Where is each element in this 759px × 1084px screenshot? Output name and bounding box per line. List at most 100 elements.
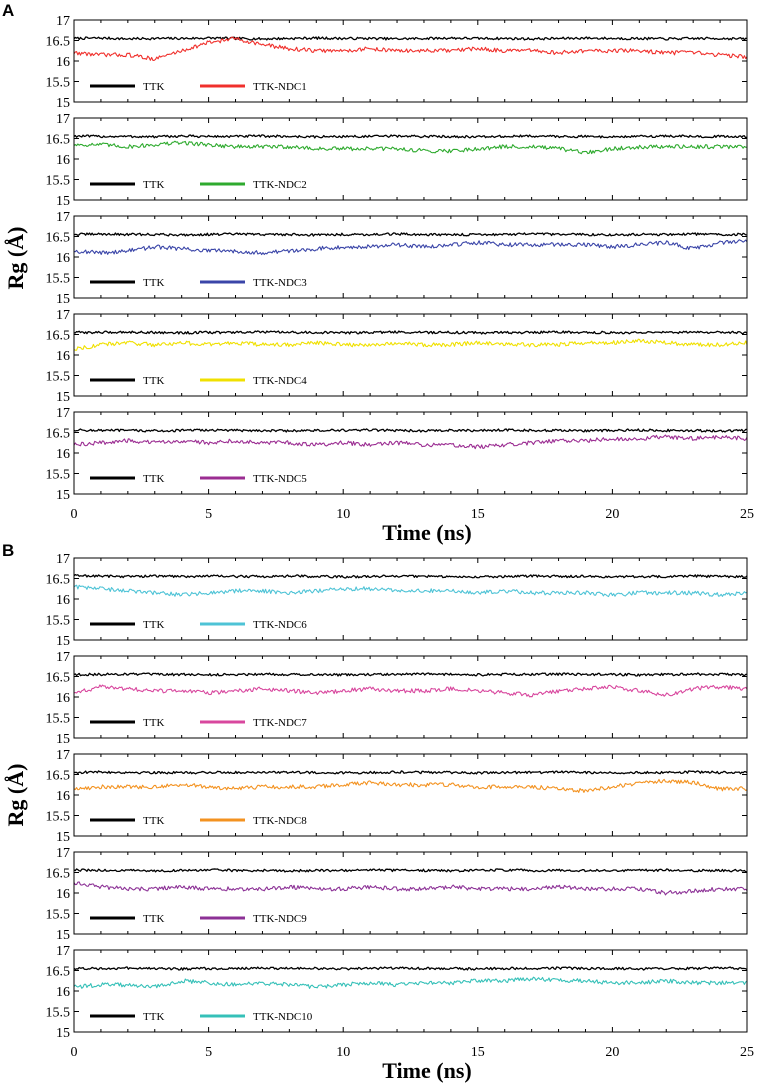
y-tick-label: 15 (56, 194, 70, 209)
y-tick-label: 17 (56, 210, 70, 225)
y-tick-label: 16.5 (46, 671, 71, 686)
legend-label-ttk: TTK (143, 179, 164, 191)
series-line-ttk (73, 574, 748, 579)
subplots: 15 15.5 16 16.5 17 TTK TTK-NDC1 15 15.5 16 16.5 17 T… (46, 14, 748, 1041)
y-tick-label: 17 (56, 14, 70, 29)
series-line-ttk (73, 428, 748, 433)
y-tick-label: 15.5 (46, 76, 71, 91)
x-tick-label-b-20: 20 (605, 1045, 619, 1060)
legend-label-ttk-ndc9: TTK-NDC9 (253, 913, 307, 925)
y-tick-label: 17 (56, 552, 70, 567)
y-axis-title-a: Rg (Å) (3, 227, 28, 290)
y-tick-label: 17 (56, 944, 70, 959)
y-tick-label: 15.5 (46, 1006, 71, 1021)
legend-label-ttk: TTK (143, 815, 164, 827)
legend-label-ttk-ndc7: TTK-NDC7 (253, 717, 307, 729)
series-line-ttk (73, 330, 748, 335)
legend-label-ttk: TTK (143, 1011, 164, 1023)
x-tick-label-b-10: 10 (336, 1045, 350, 1060)
y-tick-label: 16 (56, 985, 70, 1000)
legend-label-ttk-ndc6: TTK-NDC6 (253, 619, 307, 631)
x-tick-label-a-0: 0 (71, 507, 78, 522)
legend-label-ttk-ndc8: TTK-NDC8 (253, 815, 307, 827)
y-tick-label: 16.5 (46, 231, 71, 246)
subplot-7: 15 15.5 16 16.5 17 TTK TTK-NDC7 (46, 650, 748, 747)
x-tick-label-b-5: 5 (205, 1045, 212, 1060)
series-line-ttk-ndc9 (73, 881, 748, 896)
x-tick-label-a-5: 5 (205, 507, 212, 522)
y-tick-label: 16 (56, 789, 70, 804)
x-tick-labels-a: 0 5 10 15 20 25 (71, 507, 755, 522)
series-line-ttk-ndc3 (73, 239, 748, 256)
y-tick-label: 17 (56, 308, 70, 323)
y-tick-label: 16.5 (46, 867, 71, 882)
series-line-ttk-ndc8 (73, 778, 748, 793)
y-tick-label: 17 (56, 748, 70, 763)
y-tick-label: 15 (56, 634, 70, 649)
series-line-ttk (73, 134, 748, 139)
legend-label-ttk: TTK (143, 717, 164, 729)
series-line-ttk (73, 966, 748, 971)
series-line-ttk (73, 868, 748, 873)
x-tick-label-a-10: 10 (336, 507, 350, 522)
legend-label-ttk: TTK (143, 619, 164, 631)
y-tick-label: 16 (56, 55, 70, 70)
x-tick-labels-b: 0 5 10 15 20 25 (71, 1045, 755, 1060)
legend-label-ttk: TTK (143, 277, 164, 289)
y-tick-label: 16 (56, 593, 70, 608)
y-tick-label: 15.5 (46, 908, 71, 923)
y-tick-label: 15 (56, 292, 70, 307)
y-tick-label: 15 (56, 732, 70, 747)
y-tick-label: 16.5 (46, 35, 71, 50)
series-line-ttk-ndc4 (73, 338, 748, 351)
y-tick-label: 17 (56, 650, 70, 665)
x-tick-label-b-25: 25 (740, 1045, 754, 1060)
y-tick-label: 15.5 (46, 272, 71, 287)
y-tick-label: 16 (56, 251, 70, 266)
x-tick-label-b-0: 0 (71, 1045, 78, 1060)
y-tick-label: 16.5 (46, 329, 71, 344)
legend-label-ttk-ndc4: TTK-NDC4 (253, 375, 307, 387)
subplot-6: 15 15.5 16 16.5 17 TTK TTK-NDC6 (46, 552, 748, 649)
y-tick-label: 15.5 (46, 712, 71, 727)
legend-label-ttk-ndc3: TTK-NDC3 (253, 277, 307, 289)
series-line-ttk-ndc10 (73, 976, 748, 989)
legend-label-ttk-ndc10: TTK-NDC10 (253, 1011, 313, 1023)
legend-label-ttk-ndc5: TTK-NDC5 (253, 473, 307, 485)
y-tick-label: 15 (56, 830, 70, 845)
y-tick-label: 16.5 (46, 769, 71, 784)
y-tick-label: 16 (56, 691, 70, 706)
y-tick-label: 15.5 (46, 614, 71, 629)
y-tick-label: 15.5 (46, 468, 71, 483)
legend-label-ttk: TTK (143, 81, 164, 93)
x-tick-label-a-25: 25 (740, 507, 754, 522)
y-tick-label: 15 (56, 1026, 70, 1041)
y-axis-title-b: Rg (Å) (3, 764, 28, 827)
series-line-ttk-ndc6 (73, 584, 748, 598)
subplot-3: 15 15.5 16 16.5 17 TTK TTK-NDC3 (46, 210, 748, 307)
y-tick-label: 16 (56, 887, 70, 902)
y-tick-label: 16.5 (46, 133, 71, 148)
y-tick-label: 15.5 (46, 810, 71, 825)
x-tick-label-a-15: 15 (471, 507, 485, 522)
subplot-4: 15 15.5 16 16.5 17 TTK TTK-NDC4 (46, 308, 748, 405)
y-tick-label: 15 (56, 928, 70, 943)
x-tick-label-a-20: 20 (605, 507, 619, 522)
legend-label-ttk: TTK (143, 473, 164, 485)
y-tick-label: 15.5 (46, 370, 71, 385)
panel-label-b: B (2, 541, 14, 560)
subplot-10: 15 15.5 16 16.5 17 TTK TTK-NDC10 (46, 944, 748, 1041)
series-line-ttk (73, 36, 748, 41)
series-line-ttk (73, 232, 748, 237)
series-line-ttk-ndc7 (73, 684, 748, 698)
y-tick-label: 16.5 (46, 573, 71, 588)
x-axis-title-a: Time (ns) (382, 520, 471, 545)
x-axis-title-b: Time (ns) (382, 1058, 471, 1083)
y-tick-label: 15 (56, 390, 70, 405)
y-tick-label: 16.5 (46, 427, 71, 442)
y-tick-label: 16 (56, 349, 70, 364)
y-tick-label: 16 (56, 153, 70, 168)
subplot-9: 15 15.5 16 16.5 17 TTK TTK-NDC9 (46, 846, 748, 943)
